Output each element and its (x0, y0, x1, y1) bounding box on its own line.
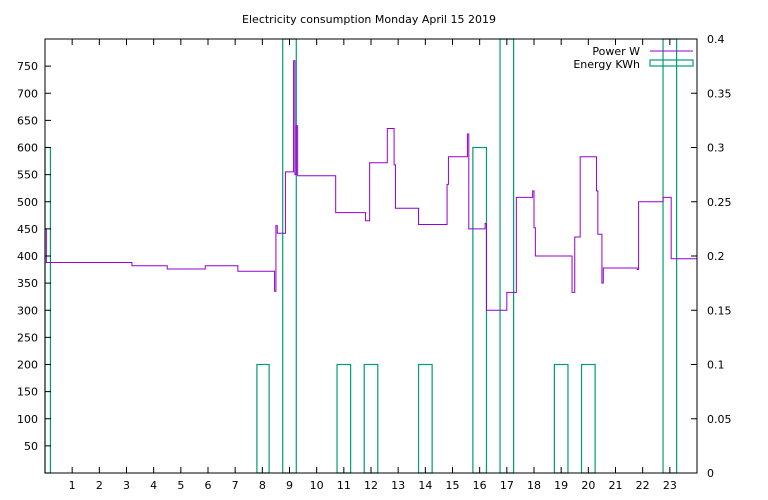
axes: 5010015020025030035040045050055060065070… (17, 33, 732, 492)
x-tick-label: 18 (527, 479, 541, 492)
x-tick-label: 21 (609, 479, 623, 492)
x-tick-label: 17 (500, 479, 514, 492)
x-tick-label: 15 (446, 479, 460, 492)
x-tick-label: 19 (554, 479, 568, 492)
x-tick-label: 20 (581, 479, 595, 492)
energy-bar-9 (580, 363, 596, 474)
y-left-tick-label: 100 (17, 413, 38, 426)
x-tick-label: 6 (205, 479, 212, 492)
y-right-tick-label: 0.05 (707, 413, 732, 426)
energy-bars (44, 38, 678, 474)
x-tick-label: 3 (123, 479, 130, 492)
power-series (45, 60, 697, 311)
y-right-tick-label: 0.25 (707, 196, 732, 209)
y-left-tick-label: 650 (17, 114, 38, 127)
x-tick-label: 8 (259, 479, 266, 492)
energy-bar-4 (363, 363, 379, 474)
legend-label-power: Power W (592, 45, 640, 58)
y-left-tick-label: 750 (17, 60, 38, 73)
y-left-tick-label: 400 (17, 250, 38, 263)
x-tick-label: 14 (418, 479, 432, 492)
y-right-tick-label: 0.35 (707, 87, 732, 100)
x-tick-label: 12 (364, 479, 378, 492)
legend-label-energy: Energy KWh (573, 58, 640, 71)
x-tick-label: 23 (663, 479, 677, 492)
x-tick-label: 11 (337, 479, 351, 492)
x-tick-label: 16 (473, 479, 487, 492)
y-right-tick-label: 0.3 (707, 142, 725, 155)
energy-bar-3 (336, 363, 352, 474)
y-left-tick-label: 200 (17, 359, 38, 372)
y-left-tick-label: 50 (24, 440, 38, 453)
y-left-tick-label: 550 (17, 169, 38, 182)
chart-title: Electricity consumption Monday April 15 … (242, 13, 496, 26)
energy-bar-8 (553, 363, 569, 474)
y-left-tick-label: 500 (17, 196, 38, 209)
y-right-tick-label: 0.2 (707, 250, 725, 263)
plot-border (44, 38, 698, 474)
energy-bar-1 (256, 363, 270, 474)
y-left-tick-label: 300 (17, 304, 38, 317)
x-tick-label: 5 (177, 479, 184, 492)
energy-bar-2 (282, 38, 297, 474)
energy-bar-5 (417, 363, 433, 474)
y-left-tick-label: 350 (17, 277, 38, 290)
y-left-tick-label: 600 (17, 142, 38, 155)
x-tick-label: 4 (150, 479, 157, 492)
x-tick-label: 22 (636, 479, 650, 492)
y-right-tick-label: 0.1 (707, 359, 725, 372)
y-left-tick-label: 450 (17, 223, 38, 236)
power-line (45, 60, 697, 311)
y-left-tick-label: 250 (17, 331, 38, 344)
energy-bar-6 (472, 146, 488, 474)
x-tick-label: 1 (69, 479, 76, 492)
energy-bar-10 (662, 38, 678, 474)
y-right-tick-label: 0.15 (707, 304, 732, 317)
x-tick-label: 13 (391, 479, 405, 492)
y-left-tick-label: 150 (17, 386, 38, 399)
legend-swatch-energy (649, 59, 694, 67)
x-tick-label: 2 (96, 479, 103, 492)
x-tick-label: 9 (286, 479, 293, 492)
x-tick-label: 10 (310, 479, 324, 492)
x-tick-label: 7 (232, 479, 239, 492)
y-right-tick-label: 0.4 (707, 33, 725, 46)
energy-bar-7 (499, 38, 515, 474)
y-left-tick-label: 700 (17, 87, 38, 100)
y-right-tick-label: 0 (707, 467, 714, 480)
